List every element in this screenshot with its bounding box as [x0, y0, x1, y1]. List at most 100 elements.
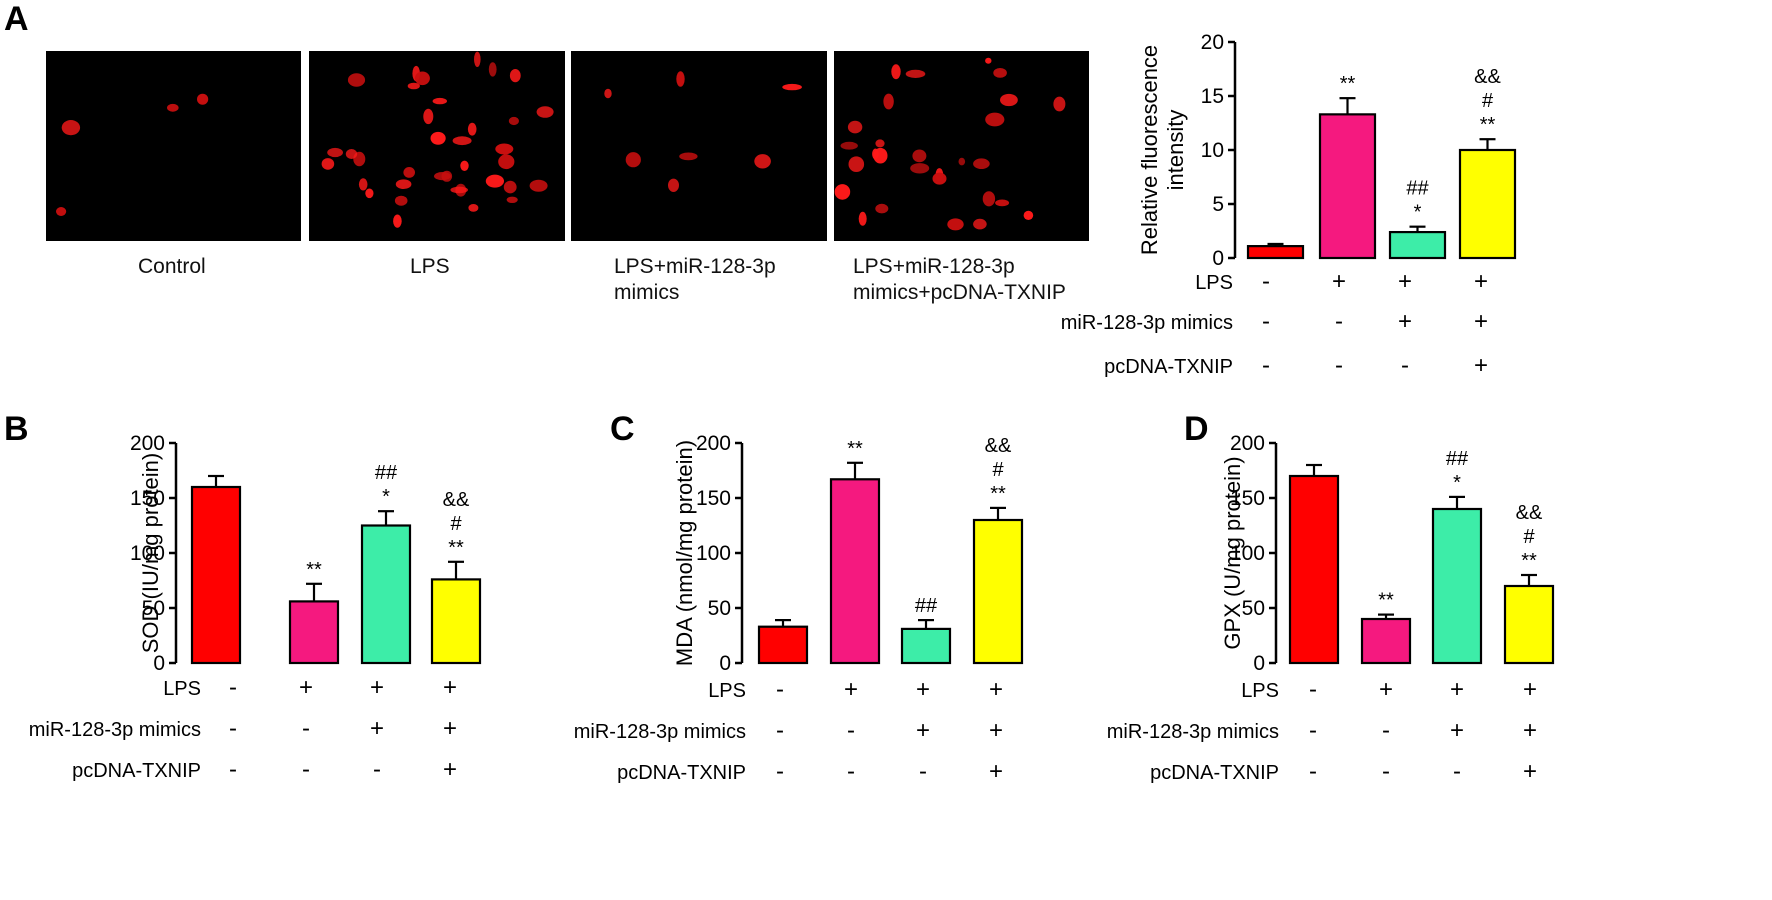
treatment-sign: + [1523, 676, 1537, 703]
bar [1458, 148, 1517, 260]
y-tick-label: 20 [1201, 31, 1224, 54]
treatment-sign: + [1398, 268, 1412, 295]
treatment-sign: - [1262, 308, 1270, 335]
treatment-sign: + [1398, 308, 1412, 335]
cell-spot [973, 218, 987, 230]
cell-spot [529, 179, 548, 192]
micrograph-1 [46, 51, 301, 241]
treatment-sign: - [302, 756, 310, 783]
cell-spot [754, 154, 771, 169]
micrograph-2 [309, 51, 565, 241]
cell-spot [407, 82, 420, 90]
treatment-label: pcDNA-TXNIP [1104, 356, 1233, 378]
treatment-sign: - [229, 674, 237, 701]
cell-spot [432, 97, 447, 105]
treatment-sign: + [916, 676, 930, 703]
significance-mark: && [1516, 502, 1543, 524]
treatment-sign: - [1262, 352, 1270, 379]
significance-mark: ** [1378, 590, 1394, 612]
treatment-sign: + [1523, 758, 1537, 785]
y-tick-label: 50 [708, 597, 731, 620]
panel-letter: B [4, 410, 29, 448]
cell-spot [910, 163, 930, 174]
cell-spot [679, 152, 698, 161]
significance-mark: ## [1446, 448, 1469, 470]
treatment-sign: + [370, 674, 384, 701]
treatment-sign: - [919, 758, 927, 785]
treatment-sign: - [1262, 268, 1270, 295]
bar [972, 518, 1024, 665]
cell-spot [782, 83, 802, 91]
significance-mark: ** [1480, 114, 1496, 136]
y-axis-label: MDA (nmol/mg protein) [672, 440, 697, 666]
y-tick-label: 10 [1201, 139, 1224, 162]
cell-spot [347, 73, 366, 87]
cell-spot [460, 160, 469, 171]
cell-spot [488, 62, 497, 77]
cell-spot [450, 186, 468, 194]
treatment-sign: + [443, 715, 457, 742]
cell-spot [625, 152, 641, 168]
treatment-sign: + [1523, 717, 1537, 744]
y-axis-label: intensity [1163, 110, 1188, 191]
treatment-sign: + [989, 717, 1003, 744]
cell-spot [875, 139, 885, 148]
cell-spot [503, 180, 517, 194]
y-tick-label: 0 [1253, 652, 1265, 675]
micrograph-label-4: LPS+miR-128-3p mimics+pcDNA-TXNIP [853, 255, 1066, 304]
treatment-sign: + [370, 715, 384, 742]
treatment-sign: - [1309, 717, 1317, 744]
cell-spot [873, 147, 888, 164]
cell-spot [495, 143, 514, 155]
y-tick-label: 200 [1230, 432, 1265, 455]
cell-spot [468, 204, 479, 212]
cell-spot [441, 170, 453, 182]
y-axis-label: Relative fluorescence [1137, 45, 1162, 255]
cell-spot [56, 207, 67, 216]
treatment-label: pcDNA-TXNIP [1150, 762, 1279, 784]
y-tick-label: 200 [130, 432, 165, 455]
significance-mark: ** [990, 483, 1006, 505]
significance-mark: ** [448, 537, 464, 559]
y-tick-label: 200 [696, 432, 731, 455]
treatment-sign: - [776, 717, 784, 744]
treatment-sign: + [1450, 717, 1464, 744]
significance-mark: ** [847, 438, 863, 460]
y-tick-label: 50 [142, 597, 165, 620]
treatment-label: LPS [163, 678, 201, 700]
y-tick-label: 150 [1230, 487, 1265, 510]
bar [360, 524, 412, 665]
cell-spot [982, 191, 996, 207]
treatment-sign: - [1335, 308, 1343, 335]
cell-spot [834, 184, 851, 200]
treatment-sign: + [299, 674, 313, 701]
cell-spot [875, 203, 889, 214]
treatment-label: LPS [1195, 272, 1233, 294]
significance-mark: * [1453, 472, 1461, 494]
treatment-label: pcDNA-TXNIP [72, 760, 201, 782]
treatment-sign: - [1335, 352, 1343, 379]
cell-spot [423, 108, 434, 125]
cell-spot [604, 88, 612, 99]
treatment-sign: + [443, 674, 457, 701]
bar [900, 627, 952, 665]
cell-spot [958, 157, 966, 166]
cell-spot [848, 156, 865, 172]
treatment-sign: + [1474, 352, 1488, 379]
treatment-sign: + [1474, 308, 1488, 335]
bar [757, 625, 809, 665]
cell-spot [891, 64, 901, 80]
cell-spot [403, 167, 415, 178]
cell-spot [509, 69, 521, 83]
significance-mark: ## [915, 595, 938, 617]
treatment-sign: - [847, 758, 855, 785]
significance-mark: ## [375, 462, 398, 484]
cell-spot [506, 196, 518, 203]
treatment-label: miR-128-3p mimics [1061, 312, 1233, 334]
treatment-sign: + [443, 756, 457, 783]
y-tick-label: 0 [153, 652, 165, 675]
treatment-sign: + [1332, 268, 1346, 295]
y-tick-label: 50 [1242, 597, 1265, 620]
y-tick-label: 150 [130, 487, 165, 510]
y-tick-label: 150 [696, 487, 731, 510]
